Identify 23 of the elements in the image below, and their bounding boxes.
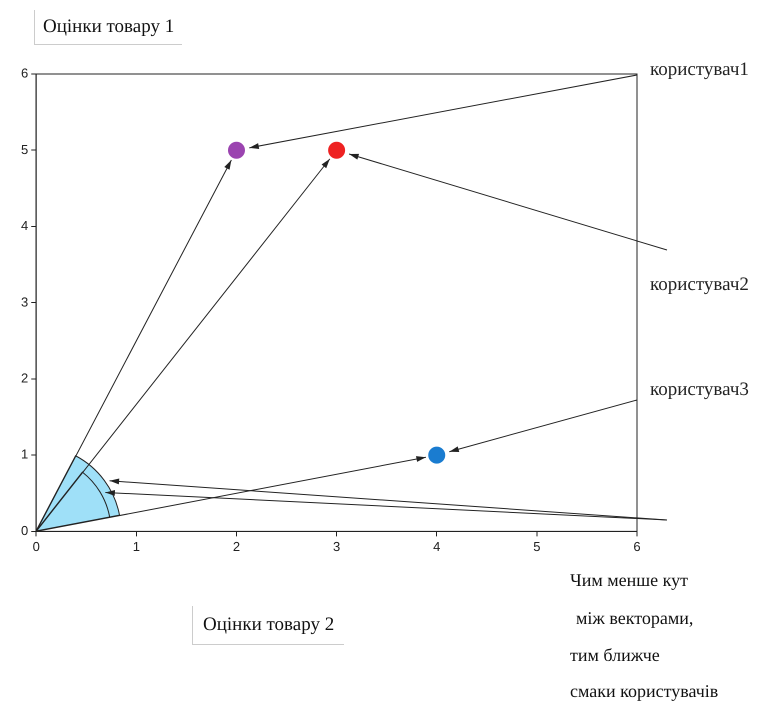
x-tick-label: 3 xyxy=(333,538,340,554)
x-tick-label: 1 xyxy=(132,538,140,554)
text: між векторами, xyxy=(576,608,694,629)
text: користувач1 xyxy=(650,58,749,80)
y-tick-label: 5 xyxy=(20,142,28,157)
y-axis-title: Оцінки товару 1 xyxy=(34,10,182,45)
text: смаки користувачів xyxy=(570,681,718,702)
text: тим ближче xyxy=(570,645,660,666)
x-tick-label: 5 xyxy=(533,538,540,554)
x-tick-label: 4 xyxy=(433,538,440,554)
y-tick-label: 2 xyxy=(20,370,28,386)
text: користувач2 xyxy=(650,274,749,295)
x-tick-label: 2 xyxy=(232,538,240,554)
y-tick-label: 4 xyxy=(20,218,28,234)
y-tick-label: 6 xyxy=(20,66,28,81)
y-tick-label: 3 xyxy=(20,294,28,310)
text: користувач3 xyxy=(650,378,749,400)
y-tick-label: 0 xyxy=(20,522,28,538)
y-tick-label: 1 xyxy=(20,446,28,462)
x-axis-title: Оцінки товару 2 xyxy=(192,606,344,645)
x-tick-label: 6 xyxy=(633,538,641,554)
text: Чим менше кут xyxy=(570,570,688,591)
x-tick-label: 0 xyxy=(32,538,40,554)
